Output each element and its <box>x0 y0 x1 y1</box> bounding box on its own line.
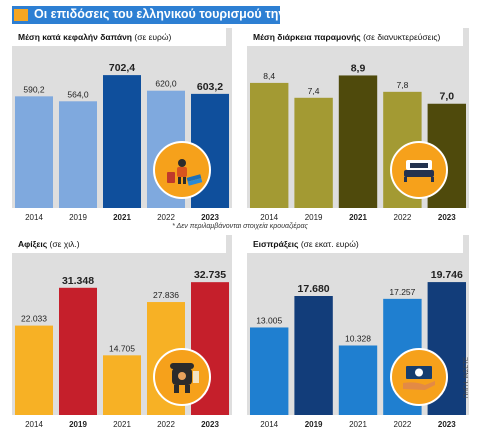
value-label: 17.257 <box>389 287 415 297</box>
value-label: 620,0 <box>155 79 177 89</box>
bar-2019 <box>294 296 333 415</box>
source-note: ΠΗΓΗ: ΙΝΣΕΤΕ <box>464 356 470 398</box>
panel-header: Αφίξεις (σε χιλ.) <box>12 235 226 253</box>
tick-label: 2014 <box>260 420 278 429</box>
bar-2021 <box>103 355 141 415</box>
tick-label: 2014 <box>260 213 278 222</box>
value-label: 590,2 <box>23 84 45 94</box>
panel-title-unit: (σε διανυκτερεύσεις) <box>360 32 441 42</box>
chart-svg: 8,4 2014 7,4 2019 8,9 2021 7,8 2022 7,0 2023 <box>250 62 466 222</box>
bar-2014 <box>250 82 289 208</box>
tick-label: 2019 <box>69 420 87 429</box>
panel-title: Αφίξεις (σε χιλ.) <box>18 239 80 249</box>
axis-strip <box>12 208 232 224</box>
tick-label: 2021 <box>349 420 367 429</box>
panel-title-main: Εισπράξεις <box>253 239 299 249</box>
money-hand-icon <box>390 348 448 406</box>
axis-strip <box>12 415 232 431</box>
axis-strip <box>247 415 469 431</box>
tick-label: 2022 <box>394 213 412 222</box>
value-label: 564,0 <box>67 89 89 99</box>
title-badge-icon <box>14 9 28 21</box>
panel-title: Μέση κατά κεφαλήν δαπάνη (σε ευρώ) <box>18 32 171 42</box>
tick-label: 2023 <box>201 420 219 429</box>
tick-label: 2022 <box>157 213 175 222</box>
bar-2019 <box>294 97 333 208</box>
bar-2014 <box>250 327 289 415</box>
value-label: 7,4 <box>308 86 320 96</box>
panel-receipts: Εισπράξεις (σε εκατ. ευρώ) 13.005 2014 17.6… <box>247 235 469 431</box>
panel-stay: Μέση διάρκεια παραμονής (σε διανυκτερεύσ… <box>247 28 469 224</box>
tick-label: 2019 <box>69 213 87 222</box>
bar-2019 <box>59 101 97 208</box>
value-label: 19.746 <box>431 269 463 281</box>
value-label: 7,8 <box>396 80 408 90</box>
panel-title-unit: (σε εκατ. ευρώ) <box>298 239 359 249</box>
value-label: 32.735 <box>194 269 226 281</box>
value-label: 13.005 <box>256 315 282 325</box>
panel-title: Εισπράξεις (σε εκατ. ευρώ) <box>253 239 359 249</box>
tick-label: 2014 <box>25 213 43 222</box>
tick-label: 2019 <box>305 213 323 222</box>
tick-label: 2021 <box>113 213 131 222</box>
backpacker-icon <box>153 348 211 406</box>
bar-2021 <box>338 75 378 208</box>
value-label: 27.836 <box>153 290 179 300</box>
tick-label: 2019 <box>305 420 323 429</box>
chart-svg: 22.033 2014 31.348 2019 14.705 2021 27.836 2022… <box>15 269 229 429</box>
value-label: 8,9 <box>351 62 366 74</box>
panel-title-main: Μέση κατά κεφαλήν δαπάνη <box>18 32 132 42</box>
chart-svg: 13.005 2014 17.680 2019 10.328 2021 17.257 2022… <box>250 269 466 429</box>
page-title: Οι επιδόσεις του ελληνικού τουρισμού την… <box>34 7 399 21</box>
value-label: 7,0 <box>439 91 454 103</box>
panel-title-main: Μέση διάρκεια παραμονής <box>253 32 361 42</box>
bar-2014 <box>15 325 53 415</box>
tourist-luggage-icon <box>153 141 211 199</box>
hotel-bed-icon <box>390 141 448 199</box>
panel-arrivals: Αφίξεις (σε χιλ.) 22.033 2014 31.348 2019 14.… <box>12 235 232 431</box>
value-label: 702,4 <box>109 62 135 74</box>
value-label: 10.328 <box>345 333 371 343</box>
panel-title-main: Αφίξεις <box>18 239 48 249</box>
panel-title-unit: (σε ευρώ) <box>132 32 172 42</box>
bar-2014 <box>15 96 53 208</box>
value-label: 22.033 <box>21 314 47 324</box>
panel-title-unit: (σε χιλ.) <box>47 239 80 249</box>
value-label: 14.705 <box>109 343 135 353</box>
tick-label: 2021 <box>113 420 131 429</box>
tick-label: 2023 <box>201 213 219 222</box>
tick-label: 2014 <box>25 420 43 429</box>
tick-label: 2023 <box>438 213 456 222</box>
chart-svg: 590,2 2014 564,0 2019 702,4 2021 620,0 2022 603,… <box>15 62 229 222</box>
panel-title: Μέση διάρκεια παραμονής (σε διανυκτερεύσ… <box>253 32 440 42</box>
value-label: 603,2 <box>197 81 223 93</box>
footnote: * Δεν περιλαμβάνονται στοιχεία κρουαζιέρ… <box>172 223 308 230</box>
title-bar: Οι επιδόσεις του ελληνικού τουρισμού την… <box>12 6 398 24</box>
panel-header: Μέση κατά κεφαλήν δαπάνη (σε ευρώ) <box>12 28 226 46</box>
panel-header: Μέση διάρκεια παραμονής (σε διανυκτερεύσ… <box>247 28 463 46</box>
tick-label: 2023 <box>438 420 456 429</box>
bar-2021 <box>103 75 141 208</box>
tick-label: 2022 <box>157 420 175 429</box>
axis-strip <box>247 208 469 224</box>
value-label: 31.348 <box>62 275 94 287</box>
bar-2021 <box>338 345 378 415</box>
tick-label: 2022 <box>394 420 412 429</box>
value-label: 17.680 <box>298 283 330 295</box>
panel-spending: Μέση κατά κεφαλήν δαπάνη (σε ευρώ) 590,2 2… <box>12 28 232 224</box>
bar-2019 <box>59 287 97 415</box>
tick-label: 2021 <box>349 213 367 222</box>
panel-header: Εισπράξεις (σε εκατ. ευρώ) <box>247 235 463 253</box>
value-label: 8,4 <box>263 71 275 81</box>
